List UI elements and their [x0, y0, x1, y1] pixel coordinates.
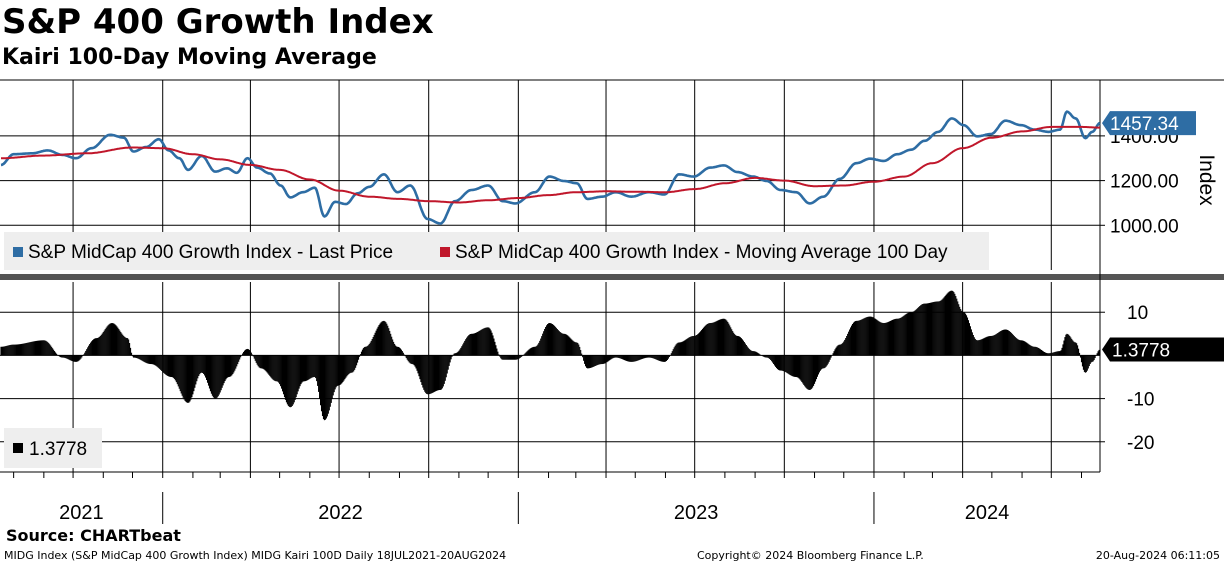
- y-tick-label: 10: [1127, 303, 1148, 324]
- legend-swatch-price: [13, 247, 23, 257]
- kairi-bars: [0, 290, 1101, 421]
- y-tick-label: -10: [1127, 390, 1154, 411]
- upper-legend-box: [4, 232, 989, 270]
- legend-label-price: S&P MidCap 400 Growth Index - Last Price: [28, 242, 393, 263]
- last-price-badge: [1102, 111, 1196, 136]
- legend-label-moving-average: S&P MidCap 400 Growth Index - Moving Ave…: [455, 242, 948, 263]
- chart-title: S&P 400 Growth Index: [2, 2, 434, 42]
- y-axis-title: Index: [1195, 154, 1218, 206]
- x-axis-year-label: 2023: [674, 502, 719, 524]
- price-line: [0, 110, 1101, 225]
- legend-swatch-kairi: [13, 443, 23, 453]
- copyright-note: Copyright© 2024 Bloomberg Finance L.P.: [697, 549, 924, 562]
- y-tick-label: 1200.00: [1110, 172, 1179, 193]
- chart-subtitle: Kairi 100-Day Moving Average: [2, 45, 377, 70]
- legend-swatch-moving-average: [440, 247, 450, 257]
- legend-label-kairi: 1.3778: [29, 439, 87, 460]
- timestamp: 20-Aug-2024 06:11:05: [1095, 549, 1220, 562]
- x-axis-year-label: 2022: [318, 502, 363, 524]
- y-tick-label: -20: [1127, 433, 1154, 454]
- panel-divider: [0, 274, 1224, 280]
- last-price-label: 1457.34: [1110, 114, 1179, 135]
- source-note: Source: CHARTbeat: [6, 526, 181, 545]
- last-kairi-badge: [1102, 337, 1224, 362]
- moving-average-line: [1, 125, 1100, 204]
- y-tick-label: 1000.00: [1110, 216, 1179, 237]
- last-kairi-label: 1.3778: [1112, 340, 1170, 361]
- data-description: MIDG Index (S&P MidCap 400 Growth Index)…: [4, 549, 507, 562]
- x-axis-year-label: 2024: [965, 502, 1010, 524]
- x-axis-year-label: 2021: [59, 502, 104, 524]
